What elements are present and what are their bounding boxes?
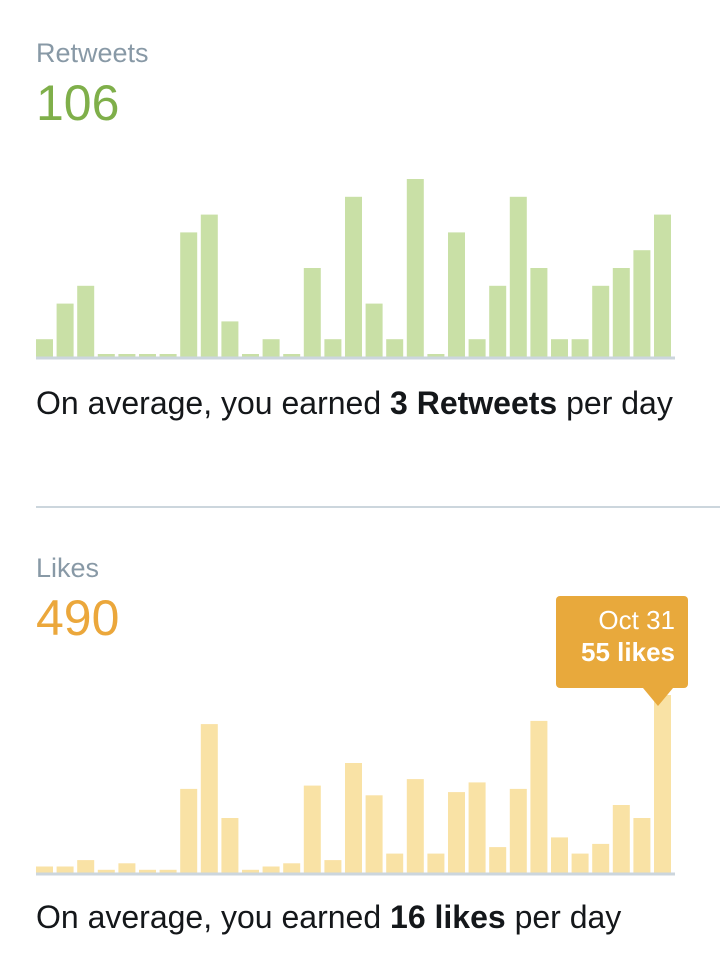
retweets-bar[interactable] <box>221 321 239 357</box>
likes-bar[interactable] <box>612 805 630 873</box>
tooltip-arrow <box>643 688 673 706</box>
retweets-bar[interactable] <box>283 354 301 357</box>
retweets-bar[interactable] <box>118 354 136 357</box>
likes-bar[interactable] <box>77 860 95 873</box>
tooltip-value: 55 likes <box>581 637 675 667</box>
retweets-bar[interactable] <box>654 214 671 357</box>
likes-bar[interactable] <box>303 785 321 873</box>
retweets-label: Retweets <box>36 38 149 68</box>
retweets-bar[interactable] <box>97 354 115 357</box>
retweets-bar[interactable] <box>345 196 362 357</box>
likes-bar[interactable] <box>242 869 259 873</box>
likes-bar[interactable] <box>551 837 568 873</box>
retweets-bar[interactable] <box>571 339 589 357</box>
retweets-bar[interactable] <box>242 354 259 357</box>
likes-bar[interactable] <box>427 853 445 873</box>
likes-bar[interactable] <box>221 818 239 873</box>
retweets-bar[interactable] <box>303 268 321 357</box>
likes-bar[interactable] <box>592 843 610 873</box>
likes-bar[interactable] <box>324 860 342 873</box>
retweets-bar[interactable] <box>592 285 610 357</box>
retweets-bar[interactable] <box>509 196 527 357</box>
retweets-bar[interactable] <box>427 354 445 357</box>
likes-summary-bold: 16 likes <box>390 899 506 935</box>
likes-bar[interactable] <box>97 869 115 873</box>
likes-bar[interactable] <box>262 866 280 874</box>
likes-label: Likes <box>36 553 100 583</box>
retweets-summary-prefix: On average, you earned <box>36 385 391 421</box>
retweets-total: 106 <box>36 75 120 131</box>
retweets-bar[interactable] <box>530 268 548 357</box>
retweets-bar[interactable] <box>612 268 630 357</box>
likes-summary-suffix: per day <box>505 899 622 935</box>
likes-bar[interactable] <box>633 818 651 873</box>
likes-bar[interactable] <box>489 847 507 873</box>
retweets-bar[interactable] <box>633 250 651 357</box>
likes-bar[interactable] <box>406 779 424 873</box>
likes-total: 490 <box>36 590 120 646</box>
retweets-bar[interactable] <box>262 339 280 357</box>
likes-summary-prefix: On average, you earned <box>36 899 391 935</box>
likes-bar[interactable] <box>386 853 404 873</box>
retweets-bar[interactable] <box>386 339 404 357</box>
retweets-bar[interactable] <box>200 214 218 357</box>
likes-bar[interactable] <box>448 792 465 873</box>
likes-bar[interactable] <box>468 782 486 873</box>
tooltip-date: Oct 31 <box>598 605 675 635</box>
likes-bar[interactable] <box>530 720 548 873</box>
retweets-bar[interactable] <box>56 303 74 357</box>
retweets-summary-bold: 3 Retweets <box>390 385 558 421</box>
retweets-bar[interactable] <box>159 354 177 357</box>
likes-bar[interactable] <box>345 763 362 873</box>
likes-bar[interactable] <box>200 724 218 873</box>
likes-summary: On average, you earned 16 likes per day <box>36 896 686 939</box>
likes-bar[interactable] <box>654 695 671 873</box>
likes-bar-chart <box>36 695 675 876</box>
retweets-summary: On average, you earned 3 Retweets per da… <box>36 382 686 425</box>
likes-section: Likes 490 On average, you earned 16 like… <box>36 508 720 956</box>
likes-bar[interactable] <box>159 869 177 873</box>
likes-bar[interactable] <box>118 863 136 873</box>
retweets-summary-suffix: per day <box>557 385 673 421</box>
section-divider <box>36 506 720 508</box>
likes-bar[interactable] <box>365 795 383 873</box>
retweets-bar[interactable] <box>324 339 342 357</box>
retweets-bar[interactable] <box>468 339 486 357</box>
retweets-bar[interactable] <box>139 354 156 357</box>
likes-bar[interactable] <box>283 863 301 873</box>
retweets-bar[interactable] <box>448 232 465 357</box>
likes-bar[interactable] <box>180 788 198 873</box>
retweets-bar[interactable] <box>406 179 424 357</box>
retweets-bar[interactable] <box>36 339 53 357</box>
likes-bar[interactable] <box>56 866 74 874</box>
retweets-bar[interactable] <box>365 303 383 357</box>
retweets-bar[interactable] <box>551 339 568 357</box>
likes-bar[interactable] <box>139 869 156 873</box>
likes-bar[interactable] <box>571 853 589 873</box>
likes-bar-tooltip: Oct 31 55 likes <box>556 596 688 706</box>
likes-bar[interactable] <box>509 788 527 873</box>
retweets-section: Retweets 106 On average, you earned 3 Re… <box>36 0 720 508</box>
likes-bar[interactable] <box>36 866 53 874</box>
retweets-bar-chart <box>36 179 675 360</box>
retweets-bar[interactable] <box>180 232 198 357</box>
retweets-bar[interactable] <box>77 285 95 357</box>
retweets-bar[interactable] <box>489 285 507 357</box>
